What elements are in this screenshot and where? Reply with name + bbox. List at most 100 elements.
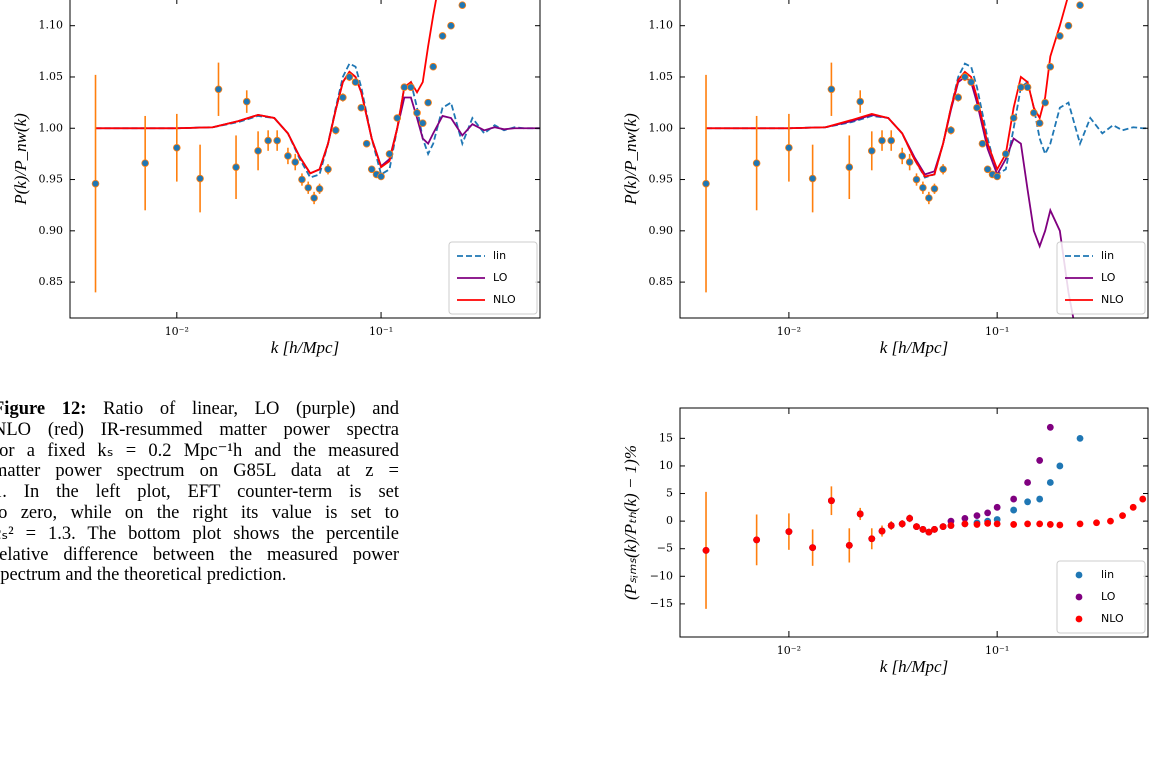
legend: lin LO NLO (448, 241, 538, 315)
data-point (1010, 521, 1018, 528)
data-point (254, 147, 262, 155)
caption-line: relative difference between the measured… (0, 544, 399, 565)
data-point (912, 175, 921, 184)
legend-text: NLO (493, 293, 516, 306)
y-axis-label: (Pₛᵢₘₛ(k)/Pₜₕ(k) − 1)% (621, 445, 640, 600)
caption-line: Figure 12: Ratio of linear, LO (purple) … (0, 399, 399, 420)
data-point (298, 175, 306, 184)
data-point (961, 73, 969, 81)
y-tick-label: 1.10 (649, 19, 674, 32)
data-point (1046, 423, 1054, 431)
data-point (939, 165, 947, 174)
data-point (377, 172, 385, 181)
data-point (1046, 521, 1054, 528)
caption-line: matter power spectrum on G85L data at z … (0, 461, 399, 482)
caption-line: spectrum and the theoretical prediction. (0, 565, 287, 586)
data-point (1046, 62, 1055, 71)
data-point (1010, 506, 1018, 514)
data-point (961, 520, 969, 528)
y-tick-label: 0.95 (39, 173, 64, 186)
data-point (1076, 1, 1084, 9)
data-point (458, 1, 467, 9)
data-point (447, 21, 455, 30)
data-point (868, 535, 876, 543)
data-point (1129, 503, 1137, 511)
legend-text: lin (1101, 568, 1114, 581)
plot-area (91, 0, 540, 293)
y-tick-label: −10 (650, 569, 673, 582)
data-point (906, 514, 914, 522)
data-point (1046, 479, 1054, 486)
data-point (827, 85, 836, 94)
data-point (1036, 457, 1044, 464)
data-point (878, 136, 886, 145)
y-tick-label: 0.90 (649, 224, 674, 237)
data-point (905, 158, 914, 166)
data-point (1041, 98, 1049, 107)
legend-text: LO (493, 271, 508, 284)
legend-swatch (1075, 593, 1083, 601)
y-tick-label: 1.05 (39, 70, 64, 83)
data-point (273, 136, 281, 145)
data-point (362, 139, 371, 148)
series-line (95, 0, 437, 175)
data-point (845, 163, 854, 172)
data-point (304, 183, 313, 192)
y-tick-label: 1.10 (39, 19, 64, 32)
data-point (1023, 83, 1032, 92)
y-tick-label: −5 (657, 542, 673, 555)
data-point (867, 147, 876, 155)
legend: lin LO NLO (1056, 560, 1146, 634)
data-point (993, 503, 1001, 511)
data-point (993, 520, 1001, 528)
y-tick-label: 0.85 (649, 275, 674, 288)
y-tick-label: 1.00 (39, 121, 64, 134)
y-tick-label: 5 (666, 487, 673, 500)
data-point (1064, 21, 1073, 30)
data-point (930, 184, 939, 193)
data-point (984, 509, 992, 517)
data-point (785, 143, 793, 152)
caption-line: cₛ² = 1.3. The bottom plot shows the per… (0, 523, 399, 544)
data-point (967, 78, 975, 86)
data-point (954, 93, 962, 102)
legend-swatch (1075, 571, 1083, 579)
data-point (961, 514, 969, 522)
legend: lin LO NLO (1056, 241, 1146, 315)
plot-area (702, 0, 1148, 318)
caption-text: Ratio of linear, LO (purple) and (103, 399, 399, 419)
y-tick-label: 15 (659, 431, 673, 444)
data-point (1024, 520, 1031, 528)
x-axis-label: k [h/Mpc] (271, 338, 339, 357)
data-point (1076, 520, 1084, 528)
data-point (385, 150, 394, 158)
x-tick-label: 10⁻¹ (985, 644, 1009, 657)
data-point (887, 136, 896, 145)
data-point (1056, 396, 1063, 403)
data-point (339, 93, 347, 102)
data-point (925, 528, 933, 536)
y-axis-label: P(k)/P_nw(k) (11, 113, 30, 206)
y-tick-label: 0.85 (39, 275, 64, 288)
data-point (1139, 495, 1147, 503)
chart: −15 −10 −5 0 5 10 15 10⁻² 10⁻¹ k [h/Mpc] (Pₛᵢₘₛ(k)… (621, 396, 1149, 676)
series-line (706, 75, 1075, 318)
caption-line: NLO (red) IR-resummed matter power spect… (0, 419, 399, 440)
data-point (1024, 479, 1031, 486)
data-point (345, 73, 354, 81)
data-point (242, 97, 251, 106)
data-point (1093, 519, 1100, 527)
data-point (367, 165, 376, 174)
legend-text: lin (493, 249, 506, 262)
data-point (1010, 495, 1018, 503)
data-point (1056, 521, 1064, 529)
legend-box (1056, 560, 1146, 634)
data-point (753, 536, 761, 544)
data-point (357, 103, 366, 112)
caption-line: to zero, while on the right its value is… (0, 502, 399, 523)
data-point (856, 510, 864, 518)
data-point (939, 523, 947, 531)
data-point (424, 98, 432, 107)
legend-text: LO (1101, 271, 1116, 284)
